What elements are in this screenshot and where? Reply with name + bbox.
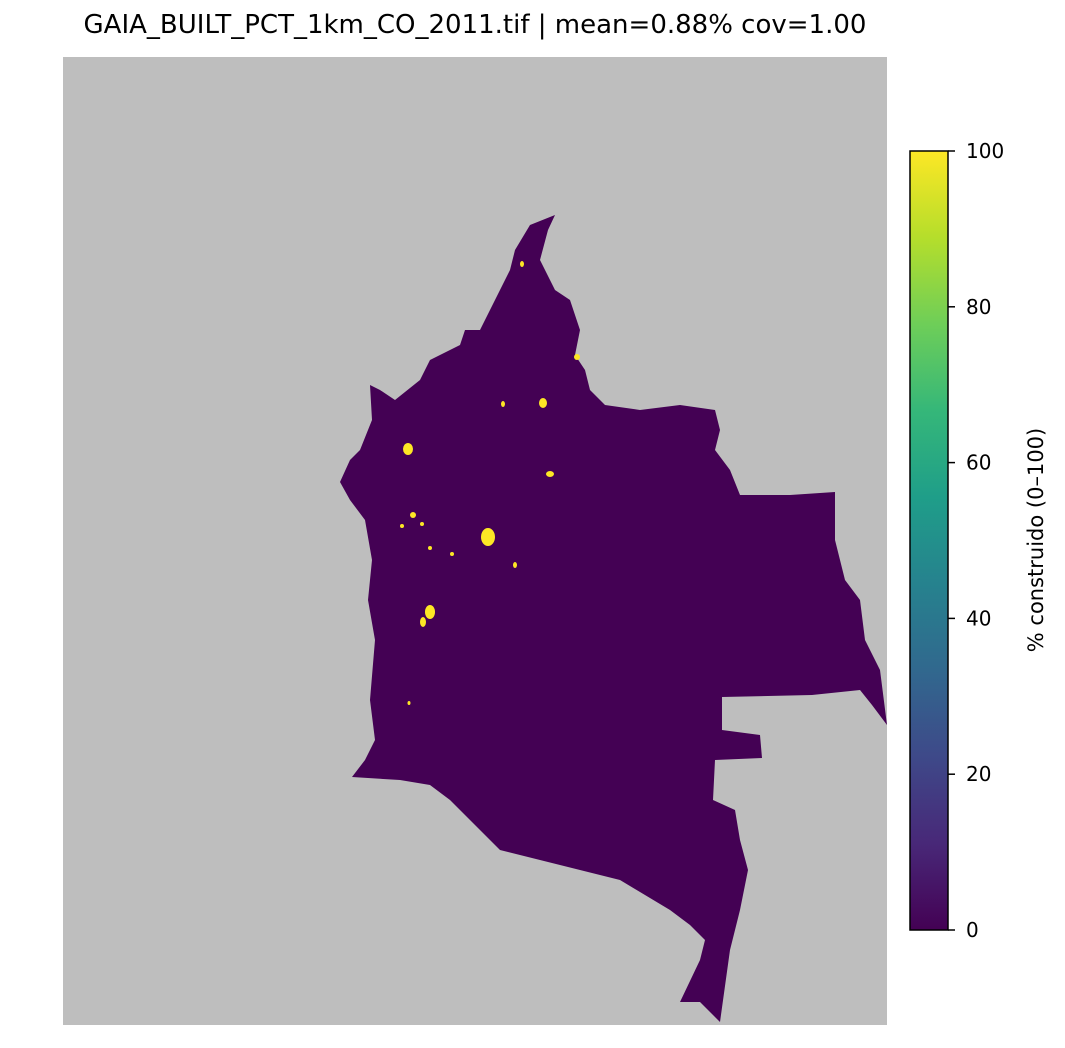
colorbar-tick-label: 20 [966, 762, 991, 786]
colorbar-tick-label: 60 [966, 451, 991, 475]
colorbar [909, 150, 949, 931]
urban-spots [400, 261, 580, 705]
colorbar-tick-label: 40 [966, 606, 991, 630]
map-title: GAIA_BUILT_PCT_1km_CO_2011.tif | mean=0.… [84, 10, 867, 40]
country-shape [340, 215, 887, 1022]
colorbar-tick-label: 0 [966, 918, 979, 942]
colorbar-label: % construido (0–100) [1024, 428, 1048, 652]
colorbar-tick-label: 80 [966, 295, 991, 319]
colorbar-tick-label: 100 [966, 139, 1004, 163]
